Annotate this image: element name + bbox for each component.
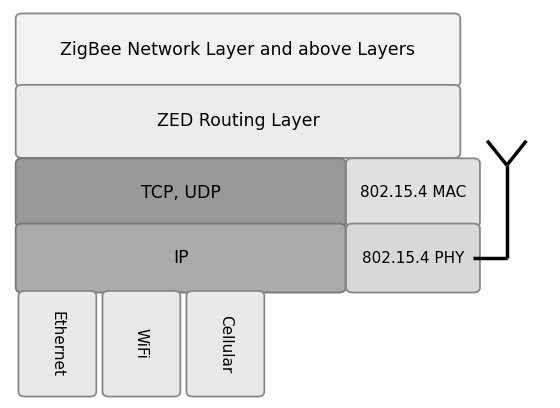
FancyBboxPatch shape (16, 224, 346, 293)
FancyBboxPatch shape (16, 85, 460, 158)
Text: 802.15.4 PHY: 802.15.4 PHY (362, 251, 464, 266)
FancyBboxPatch shape (16, 158, 346, 227)
FancyBboxPatch shape (102, 291, 180, 397)
Text: ZigBee Network Layer and above Layers: ZigBee Network Layer and above Layers (60, 41, 416, 59)
FancyBboxPatch shape (346, 224, 480, 293)
Text: WiFi: WiFi (134, 328, 149, 359)
Text: ZED Routing Layer: ZED Routing Layer (157, 112, 319, 131)
Text: Ethernet: Ethernet (50, 311, 65, 377)
Text: Cellular: Cellular (218, 315, 233, 373)
Text: IP: IP (173, 249, 188, 267)
FancyBboxPatch shape (346, 158, 480, 227)
Text: TCP, UDP: TCP, UDP (141, 184, 221, 202)
FancyBboxPatch shape (16, 13, 460, 86)
FancyBboxPatch shape (186, 291, 264, 397)
Text: 802.15.4 MAC: 802.15.4 MAC (360, 185, 466, 200)
FancyBboxPatch shape (18, 291, 96, 397)
